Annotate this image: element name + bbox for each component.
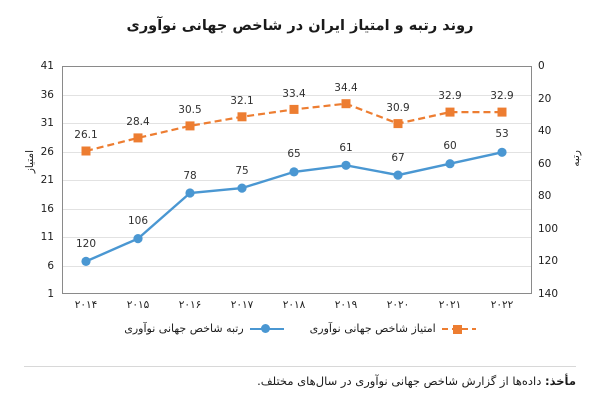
y-tick-right: 20 — [538, 92, 552, 105]
rank-label: 75 — [235, 165, 249, 177]
chart-legend: امتیاز شاخص جهانی نوآوری رتبه شاخص جهانی… — [0, 322, 600, 335]
rank-label: 67 — [391, 152, 405, 164]
y-tick-left: 31 — [40, 117, 54, 129]
gridline — [63, 208, 531, 210]
score-label: 32.1 — [230, 95, 254, 107]
gridline — [63, 265, 531, 267]
x-axis-line — [63, 293, 531, 294]
x-tick: ۲۰۱۸ — [282, 299, 306, 311]
score-label: 30.9 — [386, 102, 410, 114]
legend-item-rank[interactable]: رتبه شاخص جهانی نوآوری — [124, 322, 284, 335]
score-markers — [81, 99, 507, 156]
footer-divider — [24, 366, 576, 367]
plot-top-border — [63, 66, 531, 67]
score-label: 26.1 — [74, 129, 98, 141]
score-label: 32.9 — [438, 90, 462, 102]
page-title: روند رتبه و امتیاز ایران در شاخص جهانی ن… — [126, 18, 474, 34]
gridline — [63, 94, 531, 96]
x-tick: ۲۰۱۹ — [334, 299, 358, 311]
rank-label: 78 — [183, 170, 197, 182]
series-svg — [81, 99, 507, 266]
x-tick: ۲۰۲۲ — [490, 299, 514, 311]
y-tick-left: 36 — [40, 88, 54, 101]
legend-label: امتیاز شاخص جهانی نوآوری — [309, 322, 436, 335]
x-tick: ۲۰۱۷ — [230, 299, 254, 311]
y-tick-left: 21 — [40, 174, 54, 186]
gridline — [63, 237, 531, 238]
legend-marker-circle-icon — [249, 323, 284, 335]
y-tick-left: 1 — [47, 288, 54, 300]
score-label: 34.4 — [334, 82, 358, 94]
y-tick-left: 6 — [47, 259, 54, 272]
y-tick-right: 120 — [538, 255, 559, 268]
gridline — [63, 151, 531, 153]
rank-label: 53 — [495, 128, 509, 140]
y-tick-right: 40 — [538, 125, 552, 138]
y-tick-right: 140 — [538, 288, 559, 300]
rank-label: 61 — [339, 142, 353, 154]
y-tick-left: 41 — [40, 60, 54, 72]
rank-label: 65 — [287, 148, 301, 160]
score-label: 30.5 — [178, 104, 202, 116]
source-label: مأخذ: — [545, 374, 576, 388]
source-note: مأخذ: داده‌ها از گزارش شاخص جهانی نوآوری… — [257, 374, 576, 388]
score-label: 28.4 — [126, 116, 150, 128]
y-tick-left: 16 — [40, 202, 54, 215]
x-tick: ۲۰۲۱ — [438, 299, 462, 311]
y-axis-title-left: امتیاز — [24, 150, 36, 174]
y-tick-right: 80 — [538, 190, 552, 203]
source-text: داده‌ها از گزارش شاخص جهانی نوآوری در سا… — [257, 374, 542, 388]
legend-item-score[interactable]: امتیاز شاخص جهانی نوآوری — [310, 322, 476, 335]
gridline — [63, 180, 531, 181]
gridline — [63, 123, 531, 124]
score-label: 33.4 — [282, 88, 306, 100]
x-tick: ۲۰۱۴ — [74, 299, 98, 311]
y-axis-title-right: رتبه — [570, 150, 582, 167]
rank-label: 106 — [127, 215, 149, 227]
legend-label: رتبه شاخص جهانی نوآوری — [124, 322, 244, 335]
y-tick-right: 60 — [538, 157, 552, 170]
x-tick: ۲۰۱۶ — [178, 299, 202, 311]
x-tick: ۲۰۱۵ — [126, 299, 150, 311]
rank-label: 60 — [443, 140, 457, 152]
rank-markers — [81, 147, 507, 266]
score-label: 32.9 — [490, 90, 514, 102]
y-tick-right: 0 — [538, 60, 545, 72]
rank-label: 120 — [75, 238, 97, 250]
plot-area — [62, 66, 532, 294]
y-tick-left: 26 — [40, 145, 54, 158]
y-tick-right: 100 — [538, 222, 559, 235]
legend-marker-square-icon — [441, 323, 476, 335]
x-tick: ۲۰۲۰ — [386, 299, 410, 311]
y-tick-left: 11 — [40, 231, 54, 243]
